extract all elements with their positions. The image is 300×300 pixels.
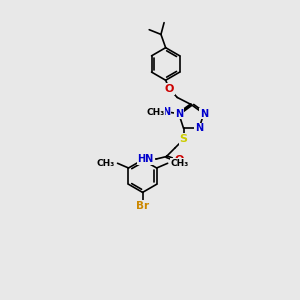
Text: O: O (174, 155, 183, 166)
Text: HN: HN (138, 154, 154, 164)
Text: N: N (200, 109, 208, 119)
Text: S: S (180, 134, 188, 144)
Text: Br: Br (136, 200, 149, 211)
Text: CH₃: CH₃ (171, 159, 189, 168)
Text: N: N (162, 107, 170, 117)
Text: N: N (195, 123, 203, 134)
Text: CH₃: CH₃ (96, 159, 114, 168)
Text: CH₃: CH₃ (146, 108, 164, 117)
Text: O: O (165, 84, 174, 94)
Text: N: N (175, 109, 183, 119)
